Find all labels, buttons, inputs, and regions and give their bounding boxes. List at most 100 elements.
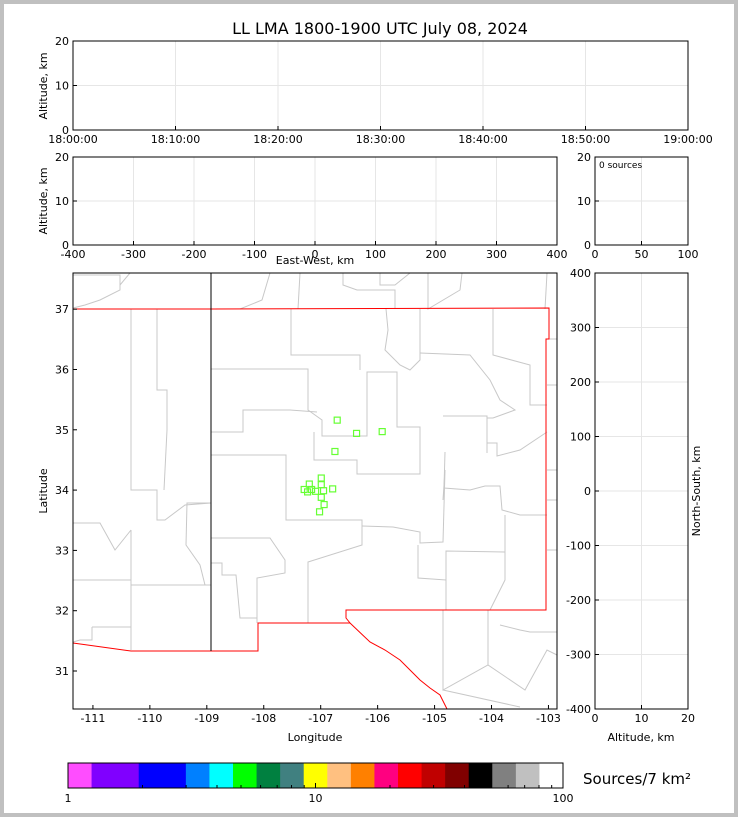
county-boundary [185,502,211,586]
ew-altitude-xtick-label: -400 [61,248,86,261]
county-boundary [297,272,301,310]
ew-altitude-ytick-label: 0 [62,239,69,252]
ns-altitude-ytick-label: 400 [570,267,591,280]
plan-xlabel: Longitude [288,731,343,744]
plan-view-xtick-label: -108 [251,712,276,725]
plan-view-xtick-label: -103 [536,712,561,725]
colorbar-swatch [327,763,352,788]
ew-altitude-ytick-label: 20 [55,151,69,164]
ns-altitude-ytick-label: 100 [570,431,591,444]
plan-view-ytick-label: 36 [55,363,69,376]
plan-ylabel: Latitude [37,468,50,514]
county-boundary [492,309,547,406]
county-boundary [384,308,421,371]
lightning-source-point [311,487,320,495]
colorbar-swatch [421,763,446,788]
lightning-source-point [315,508,324,516]
colorbar-label: Sources/7 km² [583,770,691,788]
ns-altitude-ytick-label: -300 [566,649,591,662]
county-boundary [443,415,548,457]
time-altitude-xtick-label: 18:10:00 [151,133,200,146]
county-boundary [342,273,396,309]
county-boundary [72,627,93,643]
lightning-source-point [352,429,361,438]
colorbar-swatch [374,763,399,788]
colorbar-swatch [468,763,493,788]
histogram-ytick-label: 10 [577,195,591,208]
ew-altitude-xtick-label: -200 [182,248,207,261]
time-altitude-xtick-label: 19:00:00 [663,133,712,146]
ns-altitude-ytick-label: 300 [570,322,591,335]
county-boundary [73,522,132,551]
county-boundary [489,515,506,611]
plan-view-frame [72,272,558,710]
county-boundary [211,368,421,475]
histogram-xtick-label: 50 [635,248,649,261]
plan-view-ytick-label: 33 [55,544,69,557]
ns-altitude-frame [594,272,689,710]
time-altitude-xtick-label: 18:40:00 [458,133,507,146]
colorbar-swatch [233,763,258,788]
ns-xlabel: Altitude, km [607,731,674,744]
histogram-ytick-label: 0 [584,239,591,252]
ns-altitude-xtick-label: 10 [635,712,649,725]
histogram-xtick-label: 100 [678,248,699,261]
lightning-source-point [317,493,325,501]
time-altitude-xtick-label: 18:30:00 [356,133,405,146]
ew-xlabel: East-West, km [276,254,354,267]
colorbar-swatch [185,763,210,788]
time-altitude-frame [72,40,689,131]
colorbar-swatch [280,763,305,788]
county-boundary [119,272,131,286]
county-boundary [290,309,361,370]
plan-view-xtick-label: -110 [137,712,162,725]
colorbar-swatch [539,763,564,788]
plan-view-xtick-label: -105 [422,712,447,725]
county-boundary [499,624,557,633]
ew-altitude-xtick-label: -100 [242,248,267,261]
lightning-source-point [320,500,328,509]
plan-view-ytick-label: 37 [55,303,69,316]
ns-altitude-ytick-label: -400 [566,703,591,716]
colorbar-swatch [492,763,517,788]
colorbar-swatch [138,763,187,788]
ew-altitude-xtick-label: 200 [426,248,447,261]
ew-altitude-xtick-label: -300 [121,248,146,261]
colorbar-swatch [256,763,281,788]
county-boundary [419,352,517,453]
ew-altitude-frame [72,156,558,246]
county-boundary [72,274,121,309]
state-boundary [72,307,550,652]
lightning-source-point [307,485,316,494]
time-altitude-ytick-label: 10 [55,80,69,93]
time-altitude-xtick-label: 18:50:00 [561,133,610,146]
ns-ylabel: North-South, km [690,446,703,537]
county-boundary [379,272,411,286]
plan-view-ytick-label: 35 [55,424,69,437]
plan-view-xtick-label: -106 [365,712,390,725]
ew-altitude-xtick-label: 300 [486,248,507,261]
time-altitude-xtick-label: 18:20:00 [253,133,302,146]
ns-altitude-xtick-label: 0 [592,712,599,725]
time-altitude-ytick-label: 0 [62,124,69,137]
colorbar-tick-label: 100 [553,792,574,805]
county-boundary [130,309,212,521]
ew-altitude-xtick-label: 100 [365,248,386,261]
river-border [349,622,448,710]
colorbar-swatch [209,763,234,788]
plan-view-ytick-label: 31 [55,665,69,678]
histogram-ytick-label: 20 [577,151,591,164]
lightning-source-point [333,416,341,424]
plan-view-xtick-label: -109 [194,712,219,725]
colorbar-swatch [350,763,375,788]
county-boundary [442,610,558,691]
plan-view-xtick-label: -111 [80,712,105,725]
colorbar-swatch [445,763,470,788]
county-boundary [442,689,521,708]
ns-altitude-xtick-label: 20 [681,712,695,725]
time-altitude-xtick-label: 18:00:00 [48,133,97,146]
histogram-xtick-label: 0 [592,248,599,261]
ns-altitude-ytick-label: -200 [566,594,591,607]
colorbar-swatch [515,763,540,788]
